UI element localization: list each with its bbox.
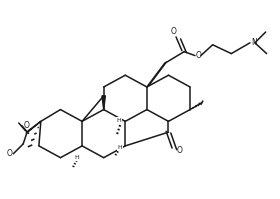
Polygon shape xyxy=(102,96,105,110)
Text: O: O xyxy=(6,149,12,158)
Text: O: O xyxy=(23,121,29,130)
Text: H: H xyxy=(116,118,121,123)
Text: O: O xyxy=(196,51,202,60)
Text: H: H xyxy=(74,155,79,160)
Text: O: O xyxy=(171,27,176,36)
Text: N: N xyxy=(251,38,257,47)
Polygon shape xyxy=(26,121,41,134)
Text: H: H xyxy=(118,145,122,150)
Text: O: O xyxy=(176,146,182,155)
